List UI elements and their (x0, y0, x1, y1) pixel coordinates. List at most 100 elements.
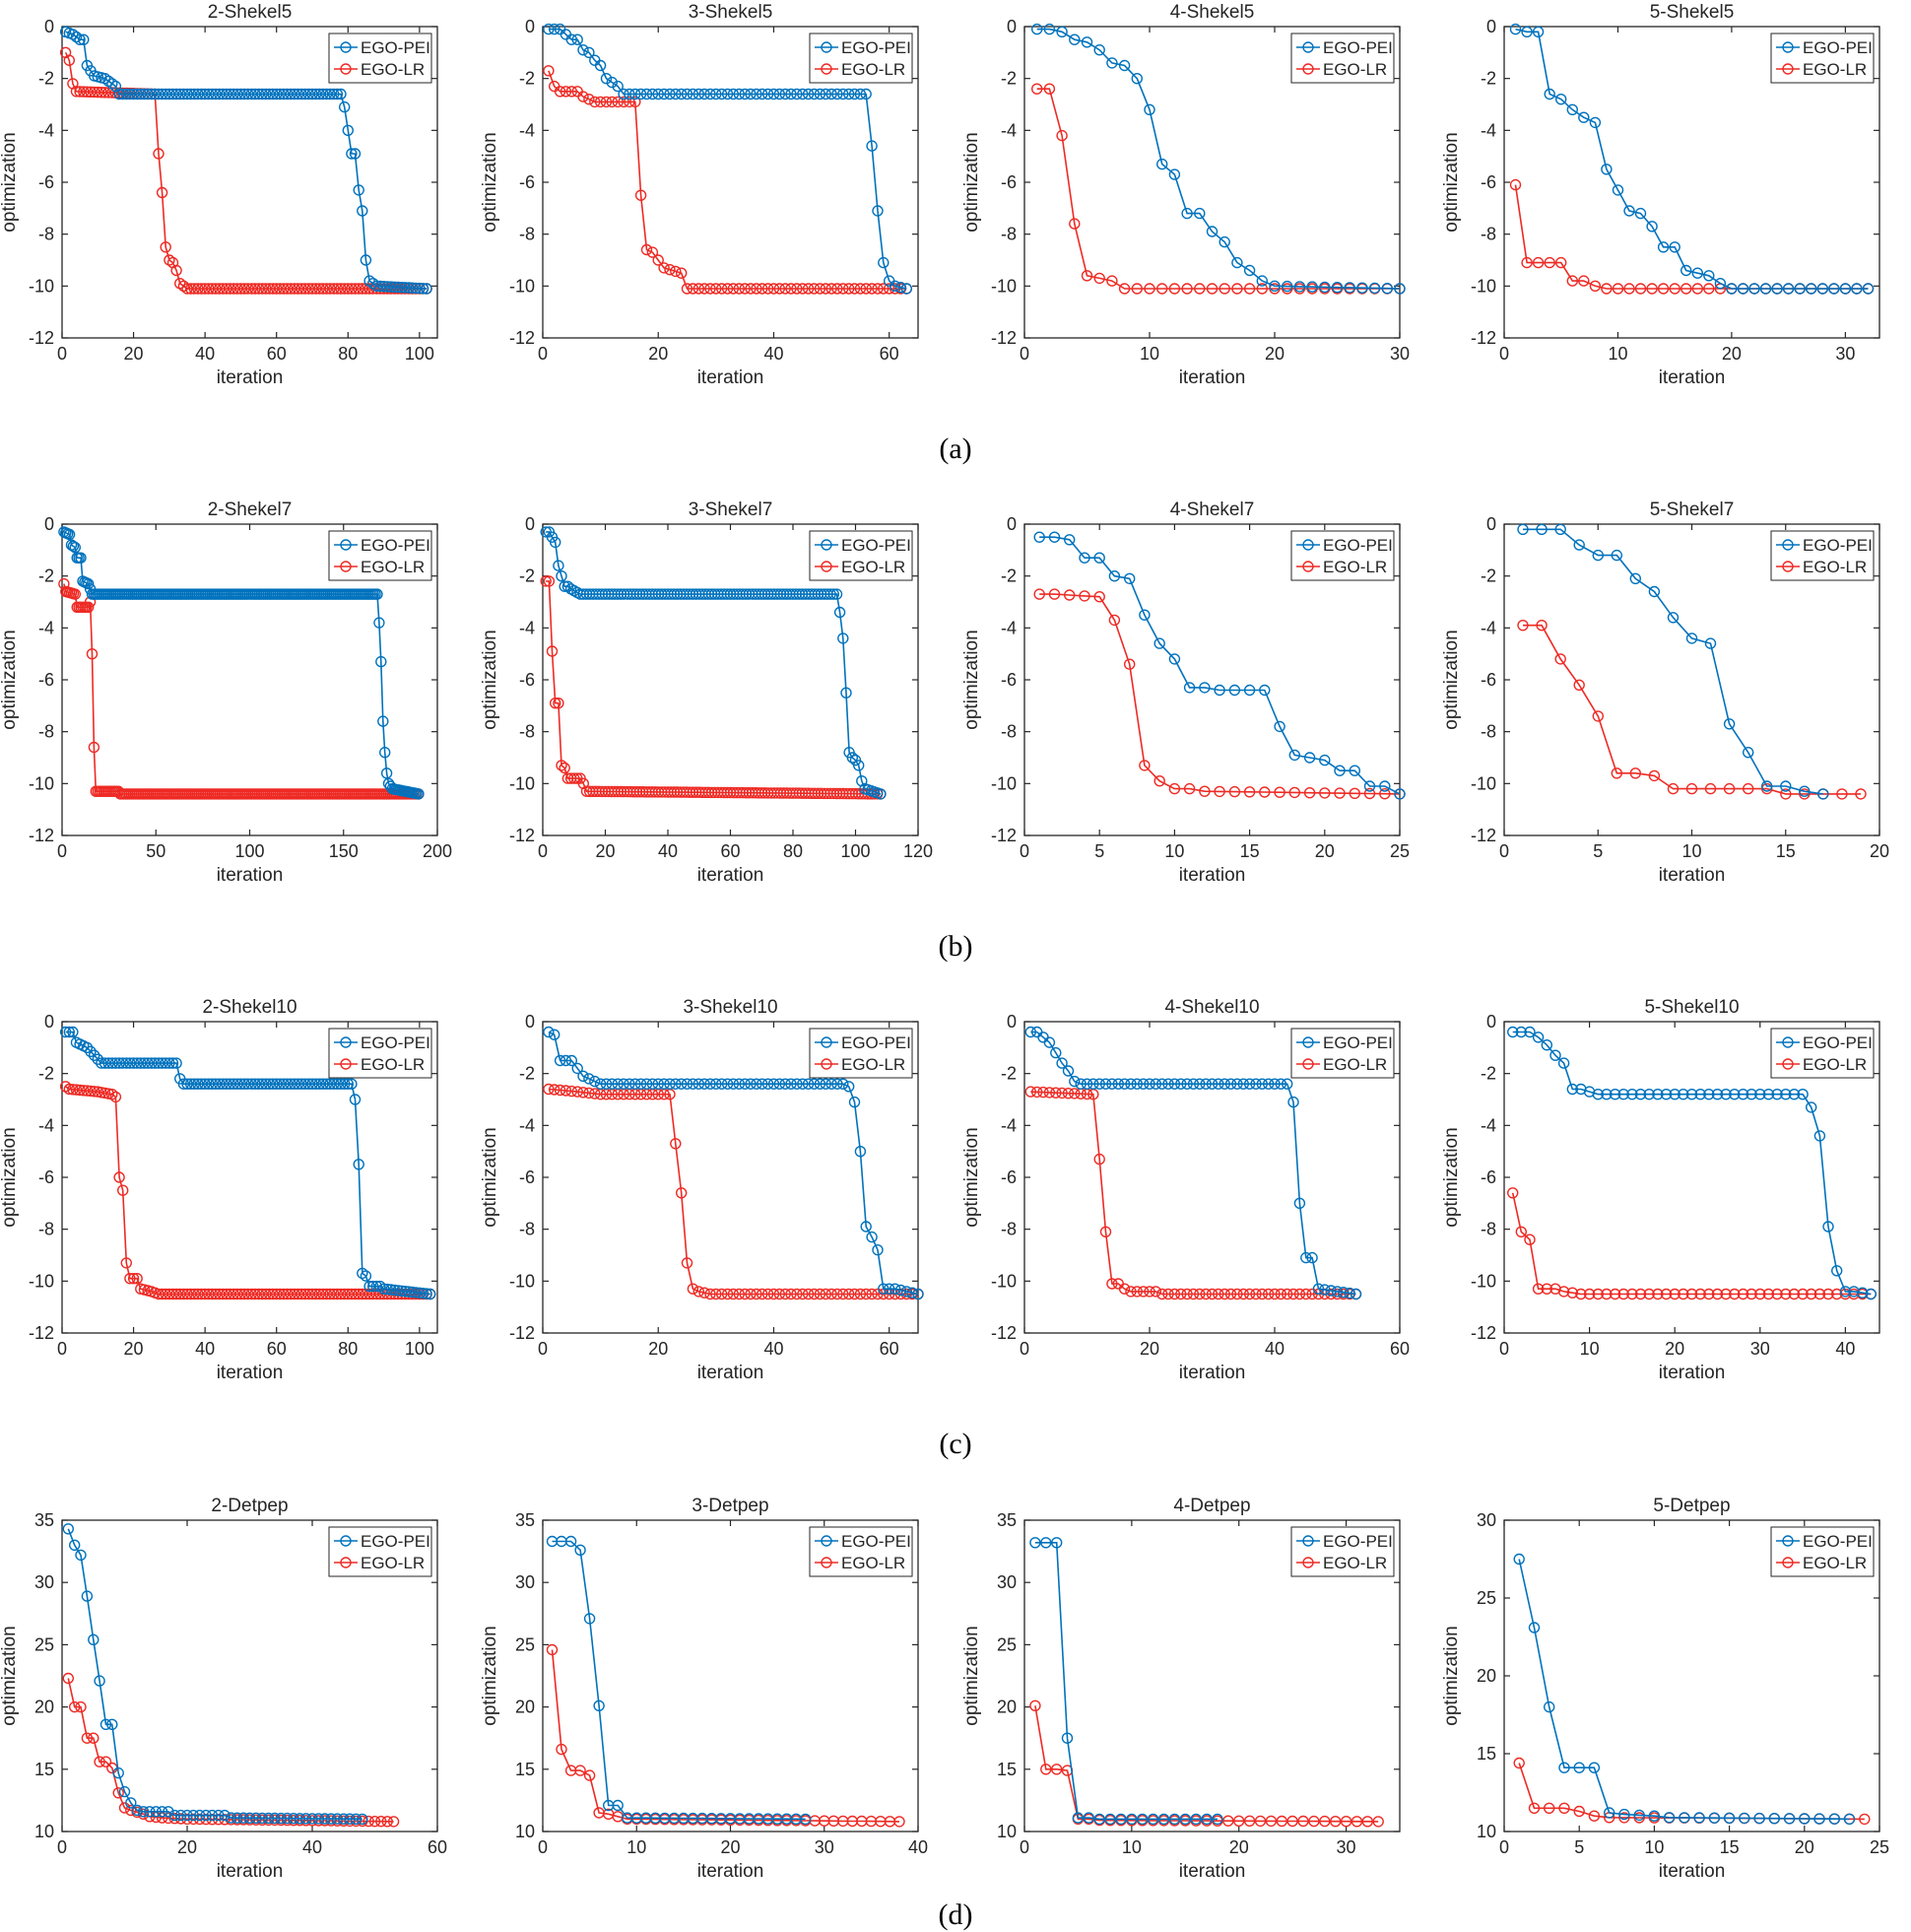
panel-caption: (a) (939, 433, 971, 465)
data-point (1168, 653, 1181, 665)
data-point (339, 1078, 351, 1090)
data-point (1566, 275, 1579, 287)
chart-5-Detpep: 0 5 10 15 20 25 10 15 20 25 30 5-Detpep iteration opt… (1441, 1496, 1889, 1882)
y-tick-label: 35 (997, 1510, 1017, 1530)
data-point (1578, 275, 1590, 287)
data-point (802, 283, 815, 295)
data-point (1199, 785, 1211, 797)
data-point (1350, 1288, 1362, 1300)
data-point (721, 283, 734, 295)
data-point (324, 88, 336, 100)
data-point (231, 1288, 243, 1300)
data-point (1623, 205, 1635, 217)
data-point (1589, 116, 1602, 129)
data-point (583, 1769, 596, 1781)
data-point (1029, 1537, 1041, 1549)
data-point (164, 1057, 175, 1069)
data-point (231, 88, 243, 100)
data-point (173, 1288, 186, 1300)
data-point (1125, 1286, 1137, 1298)
data-point (1293, 1288, 1306, 1300)
data-point (564, 1535, 577, 1548)
data-point (1050, 1764, 1063, 1775)
data-point (109, 1091, 122, 1103)
y-tick-label: -6 (519, 670, 535, 690)
data-point (1746, 1288, 1757, 1300)
data-point (1394, 283, 1406, 295)
data-point (302, 1078, 315, 1090)
data-point (773, 88, 785, 100)
series-line (65, 1031, 430, 1296)
data-point (1703, 270, 1715, 282)
data-point (866, 283, 878, 295)
data-point (1704, 782, 1717, 795)
data-point (872, 283, 884, 295)
data-point (1703, 1288, 1715, 1300)
x-tick-label: 100 (234, 841, 264, 861)
x-tick-label: 60 (880, 344, 899, 364)
data-point (353, 1159, 364, 1170)
data-point (733, 1078, 745, 1090)
data-point (681, 1078, 693, 1090)
series-line (548, 70, 907, 290)
data-point (1669, 283, 1680, 295)
data-point (1325, 1285, 1337, 1297)
data-point (210, 283, 222, 295)
data-point (658, 262, 670, 274)
x-tick-label: 20 (1665, 1339, 1684, 1359)
data-point (550, 698, 561, 709)
data-point (199, 1078, 211, 1090)
data-point (802, 88, 815, 100)
data-point (313, 1288, 325, 1300)
data-point (1259, 786, 1271, 798)
data-point (1093, 272, 1105, 285)
data-point (761, 1078, 774, 1090)
x-tick-label: 80 (783, 841, 803, 861)
data-point (1190, 1813, 1202, 1826)
data-point (231, 283, 243, 295)
x-tick-label: 25 (1390, 841, 1410, 861)
data-point (224, 283, 236, 295)
data-point (1137, 1078, 1150, 1090)
data-point (1099, 1226, 1112, 1238)
x-tick-label: 30 (1390, 344, 1410, 364)
data-point (1805, 283, 1817, 295)
data-point (221, 1288, 232, 1300)
data-point (170, 88, 182, 100)
legend-entry: EGO-PEI (361, 38, 430, 57)
data-point (124, 88, 136, 100)
data-point (848, 1096, 861, 1108)
data-point (363, 1280, 375, 1293)
data-point (1206, 1288, 1219, 1300)
data-point (1780, 780, 1792, 792)
data-point (309, 283, 322, 295)
data-point (1361, 1816, 1374, 1828)
y-tick-label: -4 (519, 618, 535, 637)
data-point (206, 88, 219, 100)
data-point (889, 280, 901, 292)
data-point (94, 1675, 105, 1687)
data-point (704, 1288, 716, 1300)
data-point (1822, 1288, 1834, 1300)
data-point (145, 1057, 158, 1069)
data-point (773, 1078, 785, 1090)
data-point (1667, 612, 1680, 624)
data-point (320, 88, 333, 100)
data-point (357, 205, 368, 217)
data-point (1081, 270, 1093, 282)
data-point (81, 1085, 94, 1097)
data-point (710, 88, 722, 100)
data-point (1222, 1815, 1234, 1827)
data-point (1729, 1288, 1741, 1300)
chart-title: 5-Shekel10 (1644, 997, 1739, 1018)
legend: EGO-PEI EGO-LR (328, 530, 432, 581)
data-point (1243, 684, 1256, 697)
data-point (785, 88, 797, 100)
data-point (556, 570, 567, 582)
data-point (78, 1085, 90, 1097)
data-point (1125, 1078, 1137, 1090)
series-EGO-LR (540, 575, 887, 800)
x-tick-label: 0 (57, 344, 67, 364)
data-point (170, 1288, 182, 1300)
